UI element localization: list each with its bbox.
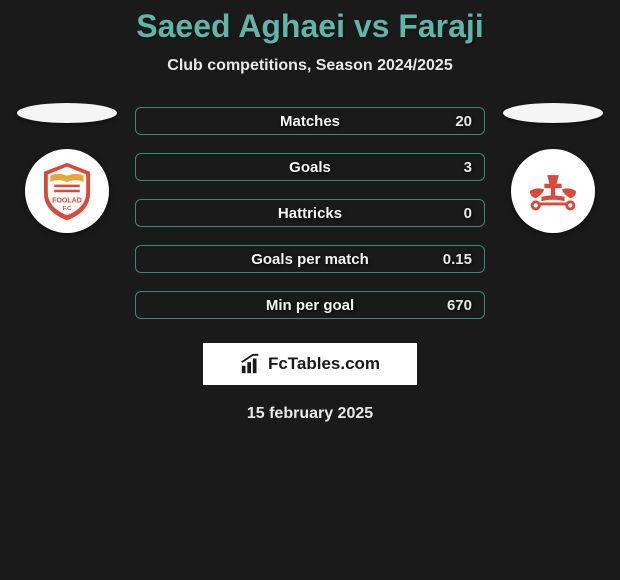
brand-box[interactable]: FcTables.com	[203, 343, 417, 385]
stat-row-hattricks: Hattricks 0	[135, 199, 485, 227]
stat-label: Goals per match	[251, 251, 369, 268]
foolad-badge-icon: FOOLAD F.C	[35, 159, 99, 223]
stat-row-mpg: Min per goal 670	[135, 291, 485, 319]
svg-text:FOOLAD: FOOLAD	[52, 198, 82, 205]
comparison-card: Saeed Aghaei vs Faraji Club competitions…	[0, 0, 620, 423]
left-flag-icon	[17, 103, 117, 123]
stat-label: Hattricks	[278, 205, 342, 222]
right-player-col	[503, 103, 603, 233]
stat-right-value: 670	[442, 297, 472, 314]
stat-label: Goals	[289, 159, 331, 176]
left-player-col: FOOLAD F.C	[17, 103, 117, 233]
stat-label: Min per goal	[266, 297, 354, 314]
date: 15 february 2025	[0, 405, 620, 423]
stat-right-value: 20	[442, 113, 472, 130]
stat-right-value: 0	[442, 205, 472, 222]
right-club-badge	[511, 149, 595, 233]
stat-row-goals: Goals 3	[135, 153, 485, 181]
subtitle: Club competitions, Season 2024/2025	[0, 57, 620, 75]
main-row: FOOLAD F.C Matches 20 Goals 3 Hattricks …	[0, 103, 620, 319]
page-title: Saeed Aghaei vs Faraji	[0, 8, 620, 45]
left-club-badge: FOOLAD F.C	[25, 149, 109, 233]
brand-text: FcTables.com	[268, 354, 380, 374]
stat-label: Matches	[280, 113, 340, 130]
tractor-badge-icon	[517, 155, 589, 227]
stat-right-value: 0.15	[442, 251, 472, 268]
stats-column: Matches 20 Goals 3 Hattricks 0 Goals per…	[135, 103, 485, 319]
stat-right-value: 3	[442, 159, 472, 176]
right-flag-icon	[503, 103, 603, 123]
stat-row-gpm: Goals per match 0.15	[135, 245, 485, 273]
stat-row-matches: Matches 20	[135, 107, 485, 135]
chart-icon	[240, 353, 262, 375]
svg-text:F.C: F.C	[63, 206, 72, 212]
